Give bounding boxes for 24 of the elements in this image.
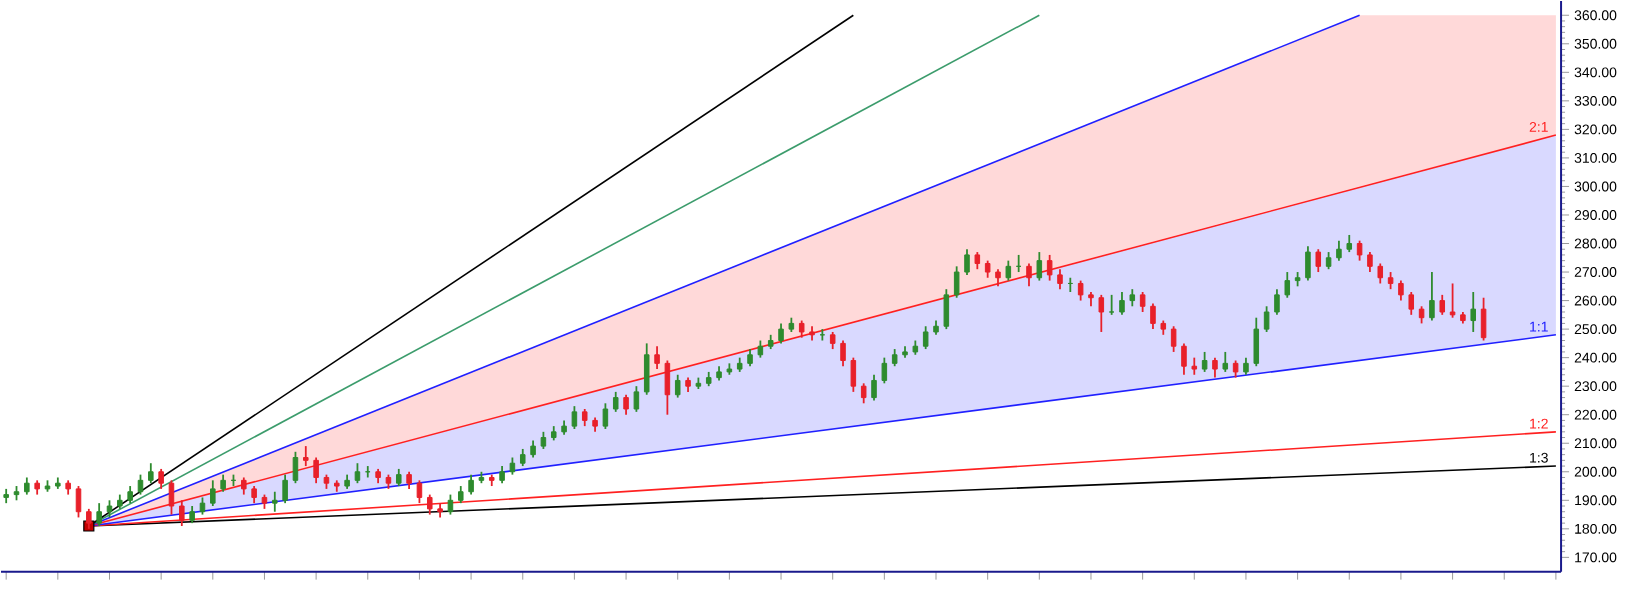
y-tick-label: 180.00 <box>1575 523 1617 534</box>
series-label: 1:2 <box>1530 418 1548 429</box>
y-tick-label: 220.00 <box>1574 409 1617 420</box>
y-tick-label: 340.00 <box>1574 67 1617 78</box>
y-tick-label: 280.00 <box>1574 238 1617 249</box>
y-tick-label: 300.00 <box>1574 181 1617 192</box>
y-tick-label: 170.00 <box>1575 552 1617 563</box>
y-tick-label: 240.00 <box>1574 352 1617 363</box>
y-tick-label: 330.00 <box>1574 95 1617 106</box>
y-tick-label: 270.00 <box>1574 266 1617 277</box>
y-tick-label: 350.00 <box>1574 38 1617 49</box>
series-label: 1:3 <box>1530 452 1548 463</box>
y-tick-label: 260.00 <box>1574 295 1617 306</box>
y-tick-label: 200.00 <box>1574 466 1617 477</box>
y-tick-label: 210.00 <box>1574 438 1617 449</box>
y-tick-label: 250.00 <box>1574 324 1617 334</box>
y-tick-label: 290.00 <box>1574 209 1617 220</box>
y-tick-label: 190.00 <box>1575 495 1617 506</box>
series-label: 2:1 <box>1529 121 1548 132</box>
y-tick-label: 320.00 <box>1574 124 1617 135</box>
y-tick-label: 310.00 <box>1574 152 1617 163</box>
y-tick-label: 230.00 <box>1574 381 1617 391</box>
series-label: 1:1 <box>1530 321 1548 332</box>
y-tick-label: 360.00 <box>1574 10 1617 21</box>
